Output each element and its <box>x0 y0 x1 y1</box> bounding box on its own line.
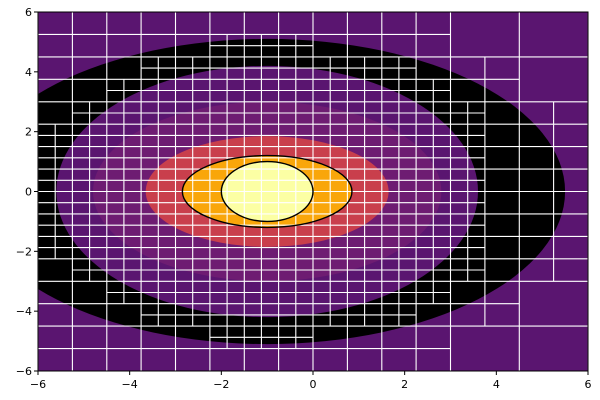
x-tick-label: 6 <box>585 378 592 391</box>
y-tick-label: 4 <box>25 66 32 79</box>
contour-line-1 <box>220 160 314 223</box>
x-tick-label: −4 <box>122 378 138 391</box>
y-tick-label: 0 <box>25 186 32 199</box>
y-tick-label: 2 <box>25 126 32 139</box>
adaptive-mesh <box>38 12 588 371</box>
x-tick-label: 4 <box>493 378 500 391</box>
x-tick-label: −2 <box>213 378 229 391</box>
contour-lines <box>181 154 353 229</box>
x-tick-label: 0 <box>310 378 317 391</box>
y-tick-label: −2 <box>16 245 32 258</box>
x-axis: −6 −4 −2 0 2 4 6 <box>30 371 592 391</box>
y-tick-label: −6 <box>16 365 32 378</box>
y-tick-label: −4 <box>16 305 32 318</box>
contour-line-0 <box>181 154 353 229</box>
x-tick-label: 2 <box>401 378 408 391</box>
mesh-cells <box>38 12 588 371</box>
y-axis: −6 −4 −2 0 2 4 6 <box>16 6 38 378</box>
x-tick-label: −6 <box>30 378 46 391</box>
y-tick-label: 6 <box>25 6 32 19</box>
